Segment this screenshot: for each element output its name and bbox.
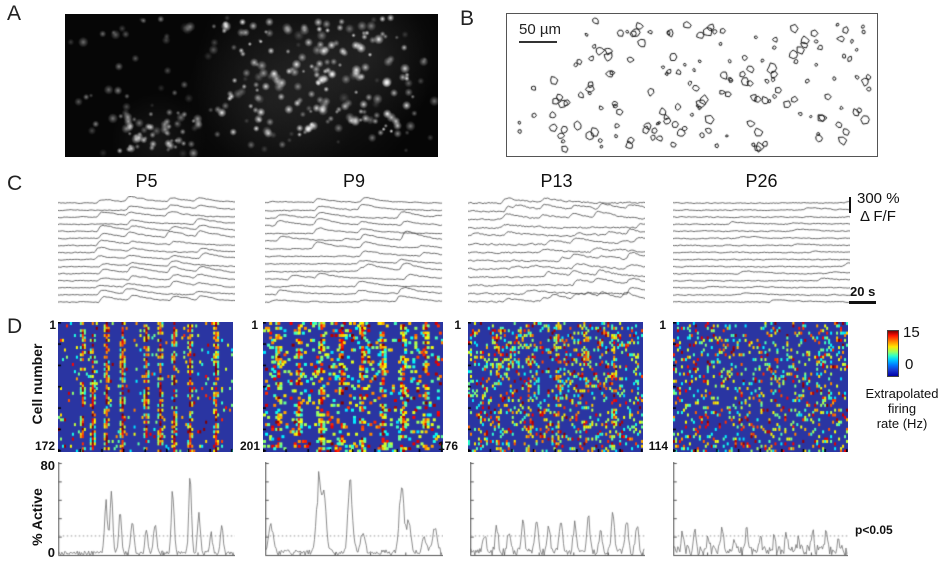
dff-scale-value: 300 %	[857, 190, 900, 207]
panel-b-label: B	[460, 7, 475, 30]
panel-a-label: A	[7, 2, 22, 25]
panel-d-label: D	[7, 315, 23, 338]
heatmap-top-label-3: 1	[454, 318, 461, 332]
calcium-traces-p9	[265, 196, 443, 308]
cell-count-p26: 114	[648, 439, 668, 453]
colorbar	[887, 330, 899, 377]
colorbar-caption-line2: firing	[887, 401, 917, 416]
dff-scale-unit: Δ F/F	[860, 208, 896, 225]
panel-c-label: C	[7, 172, 23, 195]
heatmap-top-label-2: 1	[251, 318, 258, 332]
cell-count-p13: 176	[437, 439, 458, 453]
firing-rate-heatmap-p9	[263, 322, 443, 452]
percent-active-axis-label: % Active	[29, 488, 45, 546]
calcium-traces-p26	[673, 196, 850, 308]
significance-label: p<0.05	[855, 523, 893, 537]
calcium-traces-p13	[468, 196, 645, 308]
cell-count-p5: 172	[34, 439, 55, 453]
percent-active-plot-p26	[673, 462, 848, 557]
age-title-p13: P13	[540, 171, 573, 191]
colorbar-caption-line3: rate (Hz)	[876, 416, 928, 431]
cell-outline-canvas	[507, 14, 876, 155]
age-title-p5: P5	[135, 171, 158, 191]
percent-active-plot-p9	[265, 462, 443, 557]
firing-rate-heatmap-p26	[673, 322, 848, 452]
scale-bar-label: 50 µm	[519, 21, 561, 38]
heatmap-top-label-4: 1	[659, 318, 666, 332]
firing-rate-heatmap-p13	[468, 322, 643, 452]
time-scale-label: 20 s	[850, 284, 876, 299]
fluorescence-image	[65, 14, 438, 157]
percent-active-plot-p5	[58, 462, 235, 557]
firing-rate-heatmap-p5	[58, 322, 233, 452]
colorbar-caption-line1: Extrapolated	[865, 386, 939, 401]
calcium-traces-p5	[58, 196, 235, 308]
colorbar-caption: Extrapolated firing rate (Hz)	[852, 386, 951, 431]
cell-outline-map: 50 µm	[506, 13, 878, 157]
percent-active-plot-p13	[470, 462, 645, 557]
colorbar-min: 0	[905, 356, 914, 373]
active-axis-min: 0	[47, 545, 55, 560]
cell-number-axis-label: Cell number	[29, 343, 45, 425]
scale-bar	[519, 41, 557, 43]
time-scale-bar	[849, 301, 876, 304]
age-title-p9: P9	[342, 171, 366, 191]
active-axis-max: 80	[40, 458, 55, 473]
heatmap-top-label-1: 1	[49, 318, 56, 332]
age-title-p26: P26	[745, 171, 778, 191]
cell-count-p9: 201	[239, 439, 260, 453]
dff-scale-bar	[849, 197, 851, 213]
colorbar-max: 15	[903, 324, 920, 341]
